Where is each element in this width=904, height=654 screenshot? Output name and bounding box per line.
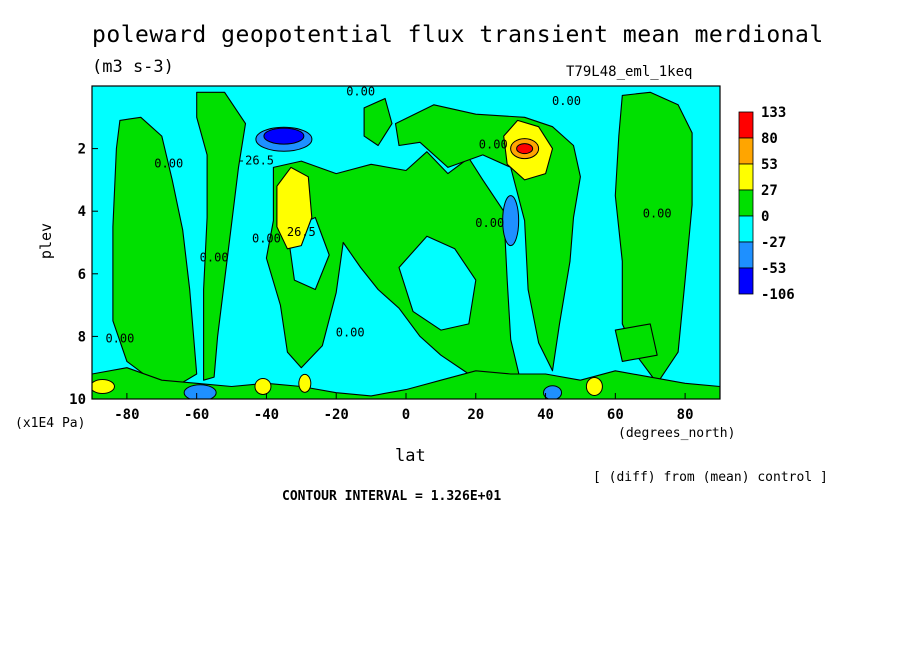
minimum-surface-60s [183,384,217,399]
maximum-region-35s [276,166,313,250]
contour-label-1: 0.00 [154,156,183,170]
y-axis-units: (x1E4 Pa) [15,416,86,431]
y-tick-label-4: 10 [69,392,86,408]
x-tick-label-7: 60 [607,407,624,423]
y-tick-label-2: 6 [78,267,86,283]
maximum-surface-55n [585,376,603,396]
minimum-surface-40n [543,385,563,399]
y-tick-label-1: 4 [78,204,86,220]
colorbar-label-6: -53 [761,261,786,277]
colorbar-label-7: -106 [761,287,795,303]
y-tick-label-3: 8 [78,329,86,345]
colorbar-swatch-6 [738,267,754,295]
positive-region-60s [196,91,247,381]
positive-region-north-low [614,323,658,362]
contour-label-9: 0.00 [552,94,581,108]
chart-units: (m3 s-3) [92,57,174,77]
x-tick-label-6: 40 [537,407,554,423]
x-tick-label-3: -20 [324,407,349,423]
maximum-surface-30s [298,373,312,393]
colorbar-swatch-3 [738,189,754,217]
colorbar-swatch-4 [738,215,754,243]
positive-region-southern-column [112,116,198,388]
colorbar-label-3: 27 [761,183,778,199]
colorbar-label-1: 80 [761,131,778,147]
maximum-surface-40s [254,377,272,395]
x-tick-label-5: 20 [467,407,484,423]
x-tick-label-0: -80 [114,407,139,423]
y-tick-label-0: 2 [78,142,86,158]
maximum-surface-90s [92,378,115,394]
contour-label-2: 0.00 [200,250,229,264]
x-axis-units: (degrees_north) [618,426,736,441]
x-tick-label-4: 0 [402,407,410,423]
x-tick-label-2: -40 [254,407,279,423]
colorbar-label-5: -27 [761,235,786,251]
contour-label-5: -26.5 [238,153,274,167]
colorbar-swatch-1 [738,137,754,165]
colorbar-label-4: 0 [761,209,769,225]
chart-title: poleward geopotential flux transient mea… [92,22,824,48]
contour-label-6: 26.5 [287,225,316,239]
colorbar-swatch-2 [738,163,754,191]
maximum-peak-30n [516,143,534,155]
minimum-core-35s [263,127,305,145]
run-id: T79L48_eml_1keq [566,64,693,80]
contour-label-4: 0.00 [336,325,365,339]
contour-label-3: 0.00 [252,232,281,246]
colorbar-swatch-0 [738,111,754,139]
positive-region-cap [363,97,393,147]
positive-region-surface [92,367,720,399]
contour-label-11: 0.00 [643,206,672,220]
x-tick-label-1: -60 [184,407,209,423]
axes-layer: -80 -60 -40 -20 0 20 40 60 80 2 4 6 8 10 [69,85,721,423]
colorbar-label-0: 133 [761,105,786,121]
positive-region-north-column [614,91,693,384]
contour-label-8: 0.00 [346,84,375,98]
minimum-region-30n [502,195,520,247]
negative-pocket-central [398,235,477,331]
diff-note: [ (diff) from (mean) control ] [593,470,828,485]
colorbar-swatch-5 [738,241,754,269]
x-axis-label: lat [395,446,426,466]
contour-fill-layer: 0.00 0.00 0.00 0.00 0.00 -26.5 26.5 0.00 0.00 0.0… [92,84,720,399]
colorbar-label-2: 53 [761,157,778,173]
contour-interval: CONTOUR INTERVAL = 1.326E+01 [282,489,502,504]
contour-label-0: 0.00 [105,332,134,346]
colorbar: 133 80 53 27 0 -27 -53 -106 [738,105,795,303]
contour-label-10: 0.00 [479,138,508,152]
x-tick-label-8: 80 [677,407,694,423]
contour-label-7: 0.00 [475,216,504,230]
